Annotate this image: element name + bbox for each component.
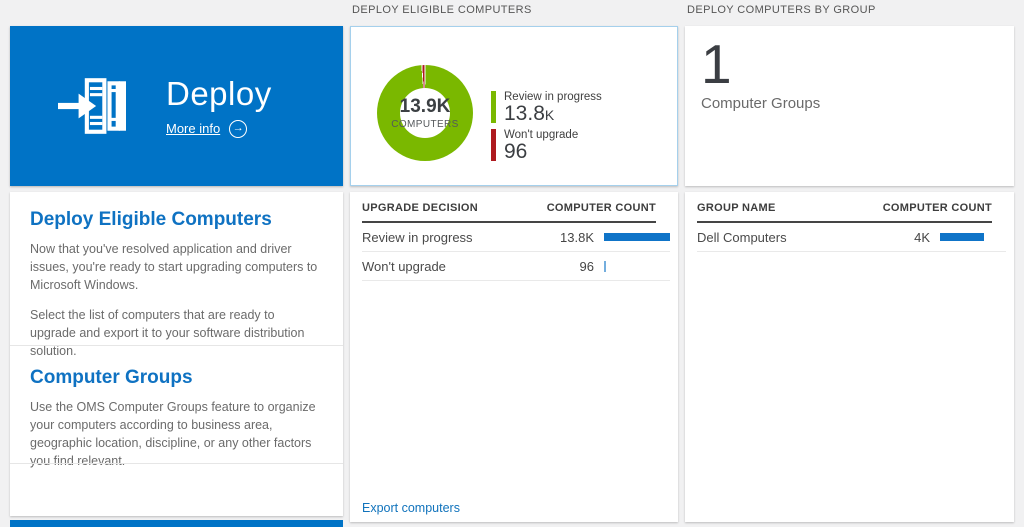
group-count-label: Computer Groups [701, 95, 821, 112]
legend-swatch-red [491, 129, 496, 161]
deploy-solution-tile[interactable]: Deploy More info → [10, 26, 343, 186]
section-computer-groups: Computer Groups Use the OMS Computer Gro… [10, 346, 343, 482]
panel-header-deploy-eligible-computers: DEPLOY ELIGIBLE COMPUTERS [352, 4, 532, 16]
table-row-wont-upgrade[interactable]: Won't upgrade 96 [362, 252, 670, 281]
computer-groups-summary-card[interactable]: 1 Computer Groups [685, 26, 1014, 186]
legend-item-review-in-progress: Review in progress 13.8K [491, 91, 602, 126]
donut-total-value: 13.9K [399, 96, 451, 117]
deploy-icon [58, 78, 126, 134]
row-count: 96 [579, 258, 594, 274]
row-count: 4K [914, 229, 930, 245]
legend-label: Review in progress [504, 91, 602, 103]
section-paragraph: Use the OMS Computer Groups feature to o… [30, 400, 316, 468]
row-name: Won't upgrade [362, 258, 446, 274]
row-count: 13.8K [560, 229, 594, 245]
section-heading-deploy-eligible-computers: Deploy Eligible Computers [30, 209, 272, 230]
count-bar [940, 233, 984, 241]
legend-label: Won't upgrade [504, 129, 579, 141]
panel-header-deploy-computers-by-group: DEPLOY COMPUTERS BY GROUP [687, 4, 876, 16]
deploy-sections-card: Deploy Eligible Computers Now that you'v… [10, 192, 343, 516]
table-header-row: UPGRADE DECISION COMPUTER COUNT [362, 192, 656, 223]
row-bar-box [604, 233, 670, 241]
eligible-computers-chart-card: 13.9K COMPUTERS Review in progress 13.8K… [350, 26, 678, 186]
section-heading-computer-groups: Computer Groups [30, 367, 193, 388]
row-bar-box [604, 260, 670, 272]
column-header-upgrade-decision: UPGRADE DECISION [362, 202, 479, 214]
next-tile-partial [10, 520, 343, 527]
donut-total-label: COMPUTERS [391, 119, 459, 130]
section-paragraph: Select the list of computers that are re… [30, 308, 305, 358]
donut-legend: Review in progress 13.8K Won't upgrade 9… [491, 91, 602, 164]
legend-swatch-green [491, 91, 496, 123]
table-header-row: GROUP NAME COMPUTER COUNT [697, 192, 992, 223]
count-bar [604, 233, 670, 241]
legend-item-wont-upgrade: Won't upgrade 96 [491, 129, 602, 164]
column-header-computer-count: COMPUTER COUNT [546, 202, 656, 214]
row-name: Review in progress [362, 229, 473, 245]
deploy-tile-title: Deploy [166, 74, 272, 112]
export-computers-link[interactable]: Export computers [362, 501, 460, 515]
row-bar-box [940, 233, 1006, 241]
arrow-right-circle-icon[interactable]: → [229, 119, 248, 138]
section-paragraph: Now that you've resolved application and… [30, 242, 318, 292]
table-row-dell-computers[interactable]: Dell Computers 4K [697, 223, 1006, 252]
section-divider [10, 463, 343, 464]
group-count-value: 1 [701, 33, 732, 95]
table-row-review-in-progress[interactable]: Review in progress 13.8K [362, 223, 670, 252]
column-header-group-name: GROUP NAME [697, 202, 776, 214]
more-info-link[interactable]: More info [166, 121, 221, 136]
column-header-computer-count: COMPUTER COUNT [882, 202, 992, 214]
legend-value: 13.8K [504, 102, 555, 125]
group-table-card: GROUP NAME COMPUTER COUNT Dell Computers… [685, 192, 1014, 522]
count-bar [604, 260, 606, 272]
legend-value: 96 [504, 140, 528, 163]
computers-donut-chart[interactable]: 13.9K COMPUTERS [377, 65, 473, 161]
section-divider [10, 345, 343, 346]
section-deploy-eligible-computers: Deploy Eligible Computers Now that you'v… [10, 192, 343, 372]
upgrade-decision-table-card: UPGRADE DECISION COMPUTER COUNT Review i… [350, 192, 678, 522]
row-name: Dell Computers [697, 229, 787, 245]
donut-center: 13.9K COMPUTERS [391, 88, 458, 138]
